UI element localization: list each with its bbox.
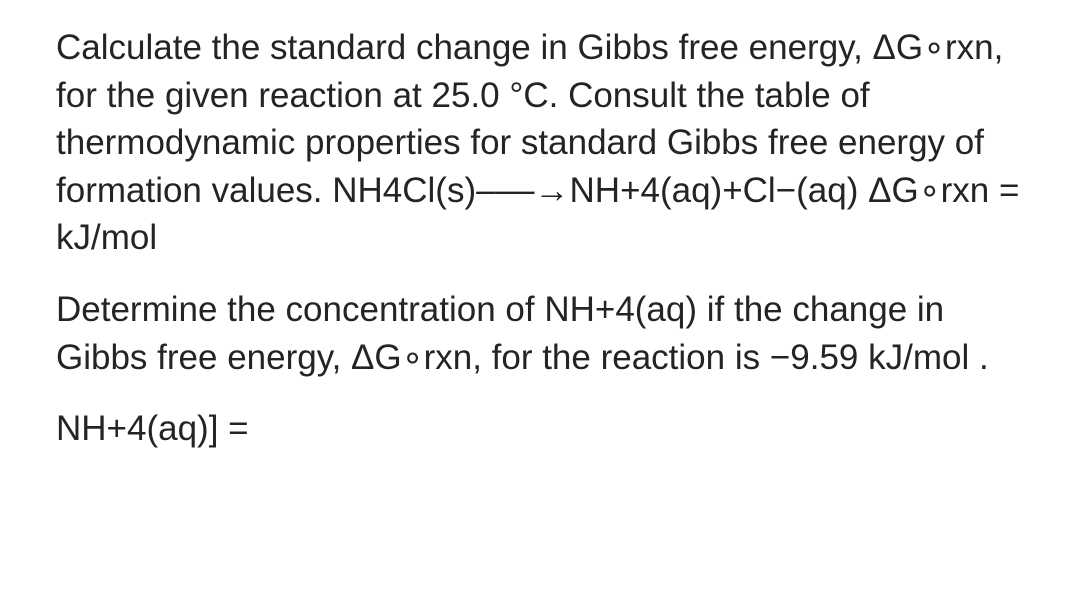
- problem-text-container: Calculate the standard change in Gibbs f…: [0, 0, 1080, 477]
- paragraph-3: NH+4(aq)] =: [56, 405, 1020, 453]
- paragraph-1: Calculate the standard change in Gibbs f…: [56, 24, 1020, 262]
- paragraph-2: Determine the concentration of NH+4(aq) …: [56, 286, 1020, 381]
